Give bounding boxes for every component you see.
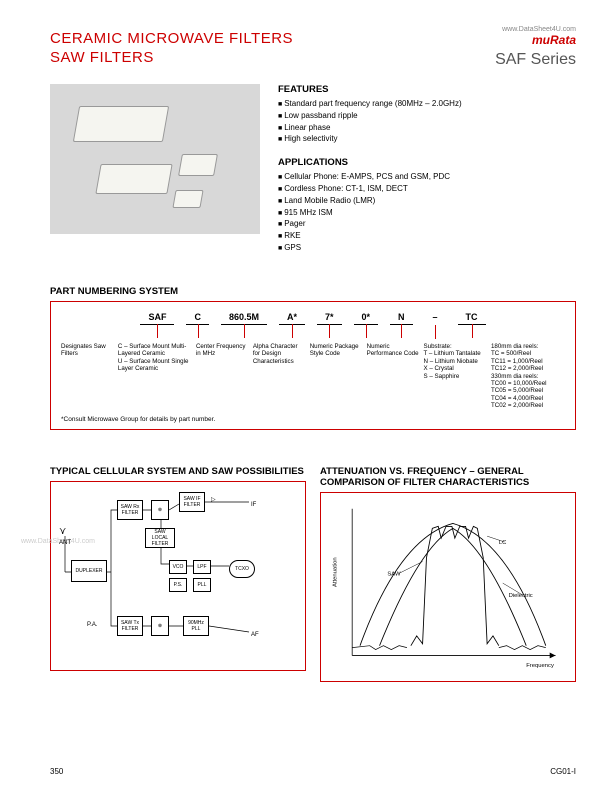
code-seg: 0* <box>354 312 379 325</box>
desc-item: Alpha Character for Design Characteristi… <box>253 343 306 365</box>
code-seg: SAF <box>140 312 174 325</box>
code-seg: 7* <box>317 312 342 325</box>
desc-item: Center Frequency in MHz <box>196 343 249 358</box>
block-diagram: www.DataSheet4U.com SAW Rx FILTER ⊗ SAW … <box>50 481 306 671</box>
doc-id: CG01-I <box>550 767 576 776</box>
list-item: Low passband ripple <box>278 110 576 122</box>
part-numbering-box: SAF C 860.5M A* 7* 0* N – TC Designates … <box>50 301 576 430</box>
part-code-row: SAF C 860.5M A* 7* 0* N – TC <box>61 312 565 325</box>
desc-item: Substrate: T – Lithium Tantalate N – Lit… <box>424 343 487 380</box>
list-item: GPS <box>278 242 576 254</box>
part-note: *Consult Microwave Group for details by … <box>61 416 565 423</box>
y-axis-label: Attenuation <box>333 557 339 587</box>
page-number: 350 <box>50 767 63 776</box>
part-numbering-heading: PART NUMBERING SYSTEM <box>50 286 576 297</box>
right-diagram-heading: ATTENUATION VS. FREQUENCY – GENERAL COMP… <box>320 466 576 488</box>
list-item: Linear phase <box>278 122 576 134</box>
list-item: Pager <box>278 218 576 230</box>
code-seg: A* <box>279 312 305 325</box>
page-footer: 350 CG01-I <box>50 767 576 776</box>
part-desc-row: Designates Saw Filters C – Surface Mount… <box>61 343 565 410</box>
series-name: SAF Series <box>495 51 576 69</box>
applications-list: Cellular Phone: E-AMPS, PCS and GSM, PDC… <box>278 171 576 254</box>
code-seg: C <box>186 312 209 325</box>
brand-block: www.DataSheet4U.com muRata SAF Series <box>495 26 576 69</box>
features-list: Standard part frequency range (80MHz – 2… <box>278 98 576 145</box>
brand-logo: muRata <box>495 33 576 47</box>
product-photo <box>50 84 260 234</box>
desc-item: C – Surface Mount Multi-Layered Ceramic … <box>118 343 192 373</box>
list-item: Land Mobile Radio (LMR) <box>278 195 576 207</box>
watermark-url: www.DataSheet4U.com <box>495 26 576 33</box>
attenuation-chart: Attenuation Frequency SAW LC Dielectric <box>320 492 576 682</box>
desc-item: Numeric Package Style Code <box>310 343 363 358</box>
attenuation-svg: Attenuation Frequency SAW LC Dielectric <box>327 499 569 675</box>
desc-item: 180mm dia reels: TC = 500/Reel TC11 = 1,… <box>491 343 565 410</box>
code-seg: N <box>390 312 413 325</box>
diagram-lines <box>51 482 305 670</box>
desc-item: Numeric Performance Code <box>367 343 420 358</box>
list-item: 915 MHz ISM <box>278 207 576 219</box>
list-item: Cordless Phone: CT-1, ISM, DECT <box>278 183 576 195</box>
curve-label-saw: SAW <box>387 571 401 577</box>
code-seg: TC <box>458 312 486 325</box>
list-item: Cellular Phone: E-AMPS, PCS and GSM, PDC <box>278 171 576 183</box>
features-heading: FEATURES <box>278 84 576 95</box>
x-axis-label: Frequency <box>526 663 554 669</box>
code-seg: 860.5M <box>221 312 267 325</box>
list-item: Standard part frequency range (80MHz – 2… <box>278 98 576 110</box>
applications-heading: APPLICATIONS <box>278 157 576 168</box>
desc-item: Designates Saw Filters <box>61 343 114 358</box>
code-seg: – <box>425 312 446 325</box>
list-item: High selectivity <box>278 133 576 145</box>
left-diagram-heading: TYPICAL CELLULAR SYSTEM AND SAW POSSIBIL… <box>50 466 306 477</box>
list-item: RKE <box>278 230 576 242</box>
curve-label-lc: LC <box>499 540 507 546</box>
